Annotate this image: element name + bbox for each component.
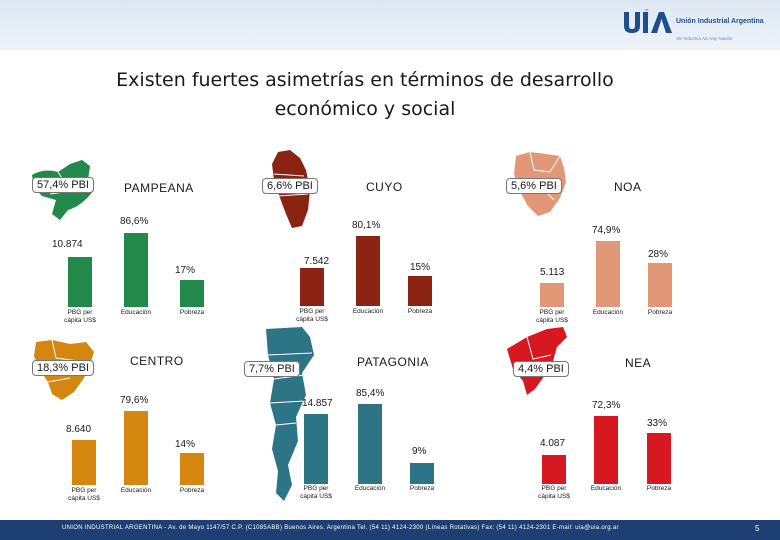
region-title: NEA bbox=[625, 356, 652, 370]
category-educacion-label: Educación bbox=[590, 485, 622, 492]
pbg-value: 8.640 bbox=[66, 424, 92, 435]
uia-logo[interactable]: Unión Industrial Argentina Sin Industria… bbox=[620, 6, 770, 46]
bar-pobreza bbox=[647, 433, 671, 484]
category-pbg-label: PBG per cápita US$ bbox=[536, 309, 568, 324]
region-panel-centro: 18,3% PBI CENTRO 79,6% 8.640 14% PBG per… bbox=[30, 338, 255, 513]
bar-educacion bbox=[356, 236, 380, 306]
pobreza-value: 28% bbox=[648, 249, 669, 260]
pbg-value: 10.874 bbox=[52, 239, 83, 250]
bar-pbg bbox=[68, 257, 92, 307]
bar-pobreza bbox=[408, 276, 432, 306]
category-pobreza-label: Pobreza bbox=[409, 485, 435, 492]
category-pobreza-label: Pobreza bbox=[179, 487, 205, 494]
bar-educacion bbox=[596, 241, 620, 307]
pbg-value: 7.542 bbox=[304, 256, 330, 267]
educacion-value: 72,3% bbox=[592, 400, 621, 411]
pbi-badge: 18,3% PBI bbox=[32, 360, 94, 376]
region-title: PATAGONIA bbox=[357, 355, 429, 369]
pbi-badge: 6,6% PBI bbox=[262, 178, 318, 194]
educacion-value: 80,1% bbox=[352, 220, 381, 231]
region-panel-noa: 5,6% PBI NOA 74,9% 28% 5.113 PBG per cáp… bbox=[506, 150, 735, 325]
org-tagline: Sin Industria No Hay Nación bbox=[676, 36, 733, 41]
bar-pbg bbox=[542, 455, 566, 484]
title-line-1: Existen fuertes asimetrías en términos d… bbox=[116, 69, 614, 91]
bar-pbg bbox=[304, 414, 328, 484]
bar-pobreza bbox=[180, 453, 204, 485]
category-pobreza-label: Pobreza bbox=[179, 309, 205, 316]
bar-pobreza bbox=[648, 263, 672, 307]
category-educacion-label: Educación bbox=[354, 485, 386, 492]
pbi-badge: 4,4% PBI bbox=[513, 361, 569, 377]
region-panel-cuyo: 6,6% PBI CUYO 80,1% 7.542 15% PBG per cá… bbox=[262, 150, 495, 325]
category-educacion-label: Educación bbox=[592, 309, 624, 316]
org-name: Unión Industrial Argentina bbox=[676, 18, 764, 25]
region-panel-nea: 4,4% PBI NEA 72,3% 33% 4.087 PBG per cáp… bbox=[505, 325, 730, 500]
bar-pbg bbox=[72, 440, 96, 485]
category-pbg-label: PBG per cápita US$ bbox=[538, 485, 570, 500]
region-title: CUYO bbox=[366, 180, 403, 194]
region-panel-pampeana: 57,4% PBI PAMPEANA 86,6% 10.874 17% PBG … bbox=[30, 150, 255, 325]
bar-pbg bbox=[540, 283, 564, 307]
header-band: Unión Industrial Argentina Sin Industria… bbox=[0, 0, 780, 50]
pobreza-value: 14% bbox=[175, 439, 196, 450]
region-title: CENTRO bbox=[130, 354, 184, 368]
category-pbg-label: PBG per cápita US$ bbox=[296, 308, 328, 323]
category-educacion-label: Educación bbox=[120, 309, 152, 316]
category-pbg-label: PBG per cápita US$ bbox=[68, 487, 100, 502]
pobreza-value: 33% bbox=[647, 418, 668, 429]
bar-educacion bbox=[124, 233, 148, 307]
category-pobreza-label: Pobreza bbox=[646, 485, 672, 492]
page-number: 5 bbox=[755, 524, 760, 533]
category-pobreza-label: Pobreza bbox=[647, 309, 673, 316]
pbi-badge: 5,6% PBI bbox=[506, 178, 562, 194]
category-pbg-label: PBG per cápita US$ bbox=[300, 485, 332, 500]
category-pbg-label: PBG per cápita US$ bbox=[64, 309, 96, 324]
bar-educacion bbox=[124, 411, 148, 485]
bar-pobreza bbox=[410, 463, 434, 484]
bar-educacion bbox=[358, 404, 382, 484]
bar-educacion bbox=[594, 416, 618, 484]
uia-logo-icon bbox=[624, 9, 672, 33]
educacion-value: 86,6% bbox=[120, 216, 149, 227]
educacion-value: 85,4% bbox=[356, 388, 385, 399]
region-title: NOA bbox=[614, 180, 642, 194]
category-educacion-label: Educación bbox=[352, 308, 384, 315]
page-title: Existen fuertes asimetrías en términos d… bbox=[60, 66, 670, 124]
pbi-badge: 57,4% PBI bbox=[32, 177, 94, 193]
bar-pbg bbox=[300, 268, 324, 306]
pobreza-value: 9% bbox=[412, 446, 427, 457]
region-panel-patagonia: 7,7% PBI PATAGONIA 85,4% 14.857 9% PBG p… bbox=[244, 325, 487, 501]
footer-contact-text: UNION INDUSTRIAL ARGENTINA - Av. de Mayo… bbox=[62, 525, 619, 531]
category-pobreza-label: Pobreza bbox=[407, 308, 433, 315]
educacion-value: 74,9% bbox=[592, 225, 621, 236]
title-line-2: económico y social bbox=[274, 98, 456, 120]
footer-bar: UNION INDUSTRIAL ARGENTINA - Av. de Mayo… bbox=[0, 520, 780, 540]
pbg-value: 4.087 bbox=[540, 438, 566, 449]
pbi-badge: 7,7% PBI bbox=[244, 361, 300, 377]
region-title: PAMPEANA bbox=[124, 181, 194, 195]
educacion-value: 79,6% bbox=[120, 395, 149, 406]
bar-pobreza bbox=[180, 280, 204, 307]
pobreza-value: 15% bbox=[410, 262, 431, 273]
pobreza-value: 17% bbox=[175, 265, 196, 276]
category-educacion-label: Educación bbox=[120, 487, 152, 494]
pbg-value: 5.113 bbox=[540, 267, 565, 278]
pbg-value: 14.857 bbox=[302, 398, 333, 409]
